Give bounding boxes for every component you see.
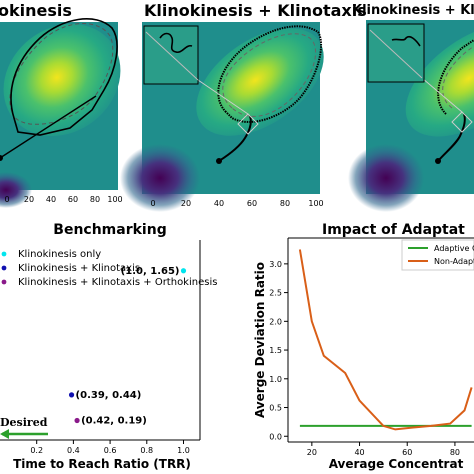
heatmap-1-gradient <box>3 23 121 137</box>
adaptation-x-label: Average Concentrat <box>329 457 464 471</box>
heatmap-2-xtick: 40 <box>214 199 224 208</box>
heatmap-3-zoom-line <box>421 77 463 113</box>
benchmarking-xtick-label: 1.0 <box>177 446 190 455</box>
heatmap-3-contour <box>442 45 474 109</box>
benchmarking-xtick-label: 0.6 <box>104 446 117 455</box>
heatmap-2-trajectory-path <box>218 115 252 162</box>
heatmap-3-start-point <box>435 158 441 164</box>
heatmap-2-zoom-line <box>197 79 249 115</box>
adaptation-legend-box <box>401 239 474 271</box>
adaptation-xtick-label: 20 <box>307 448 317 457</box>
adaptation-xticks: 20 40 60 80 <box>307 442 460 457</box>
benchmarking-point-label: (1.0, 1.65) <box>121 266 180 277</box>
benchmarking-xticks: 0.2 0.4 0.6 0.8 1.0 <box>30 440 190 455</box>
heatmap-2-start-point <box>216 158 222 164</box>
heatmap-2-trajectory-loop <box>217 25 323 123</box>
adaptation-series-line <box>298 249 473 431</box>
benchmarking-title: Benchmarking <box>53 222 166 238</box>
legend-label-adaptive: Adaptive C <box>434 244 474 253</box>
heatmap-2-inset-trajectory <box>159 32 193 54</box>
heatmap-3-inset <box>367 23 425 83</box>
heatmap-3-zoom-marker <box>451 111 473 133</box>
benchmarking-x-label: Time to Reach Ratio (TRR) <box>13 457 191 471</box>
heatmap-1-contour <box>9 23 114 125</box>
adaptation-xtick-label: 40 <box>354 448 364 457</box>
adaptation-ytick-label: 1.5 <box>269 346 282 355</box>
adaptation-xtick-label: 80 <box>450 448 460 457</box>
heatmap-2-xtick: 100 <box>308 199 323 208</box>
heatmap-2-xtick: 0 <box>150 199 155 208</box>
adaptation-ytick-label: 2.0 <box>269 317 282 326</box>
legend-marker-klinokinesis-only <box>1 251 7 257</box>
adaptation-xtick-label: 60 <box>402 448 412 457</box>
heatmap-2-dark-region <box>120 144 200 212</box>
adaptation-ytick-label: 0.5 <box>269 404 282 413</box>
heatmap-2-xtick: 20 <box>181 199 191 208</box>
heatmap-3-inset-frame <box>367 23 425 83</box>
heatmap-3-title: Klinokinesis + Klinotaxis <box>352 3 474 18</box>
heatmap-2-inset <box>143 25 199 85</box>
heatmap-1: 0 20 40 60 80 100 <box>0 18 123 208</box>
adaptation-yticks: 0.0 0.5 1.0 1.5 2.0 2.5 3.0 <box>269 260 288 441</box>
adaptation-chart: Impact of Adaptat 0.00.51.01.52.02.53.0 … <box>253 222 474 471</box>
heatmap-1-xtick: 60 <box>68 195 78 204</box>
benchmarking-points: (1.0, 1.65) (0.39, 0.44) (0.42, 0.19) <box>68 266 187 427</box>
benchmarking-point <box>74 417 80 424</box>
heatmap-1-trajectory-path <box>0 95 97 159</box>
heatmap-1-xtick: 100 <box>107 195 122 204</box>
adaptation-series <box>298 249 473 431</box>
benchmarking-point <box>68 392 75 398</box>
adaptation-ytick-label: 3.0 <box>269 260 282 269</box>
desired-arrow-head <box>0 429 9 439</box>
benchmarking-chart: Benchmarking 0.2 0.4 0.6 0.8 1.0 (1.0, 1.65)… <box>0 222 217 471</box>
benchmarking-point-label: (0.39, 0.44) <box>76 390 142 401</box>
heatmap-2-gradient <box>196 28 324 136</box>
adaptation-y-label: Averge Deviation Ratio <box>253 262 267 418</box>
legend-label-klino-taxis-ortho: Klinokinesis + Klinotaxis + Orthokinesis <box>18 277 217 288</box>
heatmap-2: 0 20 40 60 80 100 <box>120 22 324 212</box>
heatmap-1-start-point <box>0 155 3 161</box>
heatmap-3-gradient <box>405 23 474 137</box>
heatmap-1-title: okinesis <box>0 1 72 20</box>
heatmap-2-xtick: 60 <box>247 199 257 208</box>
heatmap-2-contour <box>222 33 317 117</box>
heatmap-1-dark-region <box>0 172 32 208</box>
heatmap-1-trajectory-loop <box>10 18 118 136</box>
benchmarking-xtick-label: 0.2 <box>30 446 43 455</box>
heatmap-3-dark-region <box>348 144 424 212</box>
desired-annotation: Desired <box>0 416 48 439</box>
heatmap-3 <box>348 20 474 212</box>
heatmap-3-inset-guide <box>369 29 423 79</box>
benchmarking-xtick-label: 0.4 <box>67 446 80 455</box>
adaptation-title: Impact of Adaptat <box>322 222 465 238</box>
heatmap-2-xtick: 80 <box>280 199 290 208</box>
heatmap-3-inset-trajectory <box>391 35 421 47</box>
heatmap-1-xticks: 0 20 40 60 80 100 <box>4 195 122 204</box>
benchmarking-legend: Klinokinesis only Klinokinesis + Klinota… <box>1 249 217 288</box>
heatmap-1-xtick: 40 <box>46 195 56 204</box>
adaptation-ytick-label: 2.5 <box>269 289 282 298</box>
adaptation-ytick-label: 0.0 <box>269 432 282 441</box>
heatmap-2-inset-guide <box>145 31 199 81</box>
adaptation-legend: Adaptive C Non-Adapt <box>401 239 474 271</box>
heatmap-3-trajectory-loop <box>437 39 474 115</box>
heatmap-2-zoom-marker <box>237 113 259 135</box>
benchmarking-point-label: (0.42, 0.19) <box>81 416 147 427</box>
benchmarking-point <box>180 268 187 274</box>
desired-label: Desired <box>0 416 48 429</box>
benchmarking-xtick-label: 0.8 <box>140 446 153 455</box>
heatmap-2-xticks: 0 20 40 60 80 100 <box>150 199 323 208</box>
adaptation-ytick-label: 1.0 <box>269 375 282 384</box>
legend-label-non-adaptive: Non-Adapt <box>434 257 474 266</box>
legend-label-klino-taxis: Klinokinesis + Klinotaxis <box>18 263 140 274</box>
heatmap-2-title: Klinokinesis + Klinotaxis <box>144 1 367 20</box>
legend-marker-klino-taxis <box>1 265 7 271</box>
legend-label-klinokinesis-only: Klinokinesis only <box>18 249 101 260</box>
heatmap-1-xtick: 0 <box>4 195 9 204</box>
legend-marker-klino-taxis-ortho <box>1 279 7 285</box>
heatmap-3-trajectory-path <box>437 113 466 162</box>
heatmap-1-xtick: 80 <box>90 195 100 204</box>
heatmap-1-xtick: 20 <box>24 195 34 204</box>
